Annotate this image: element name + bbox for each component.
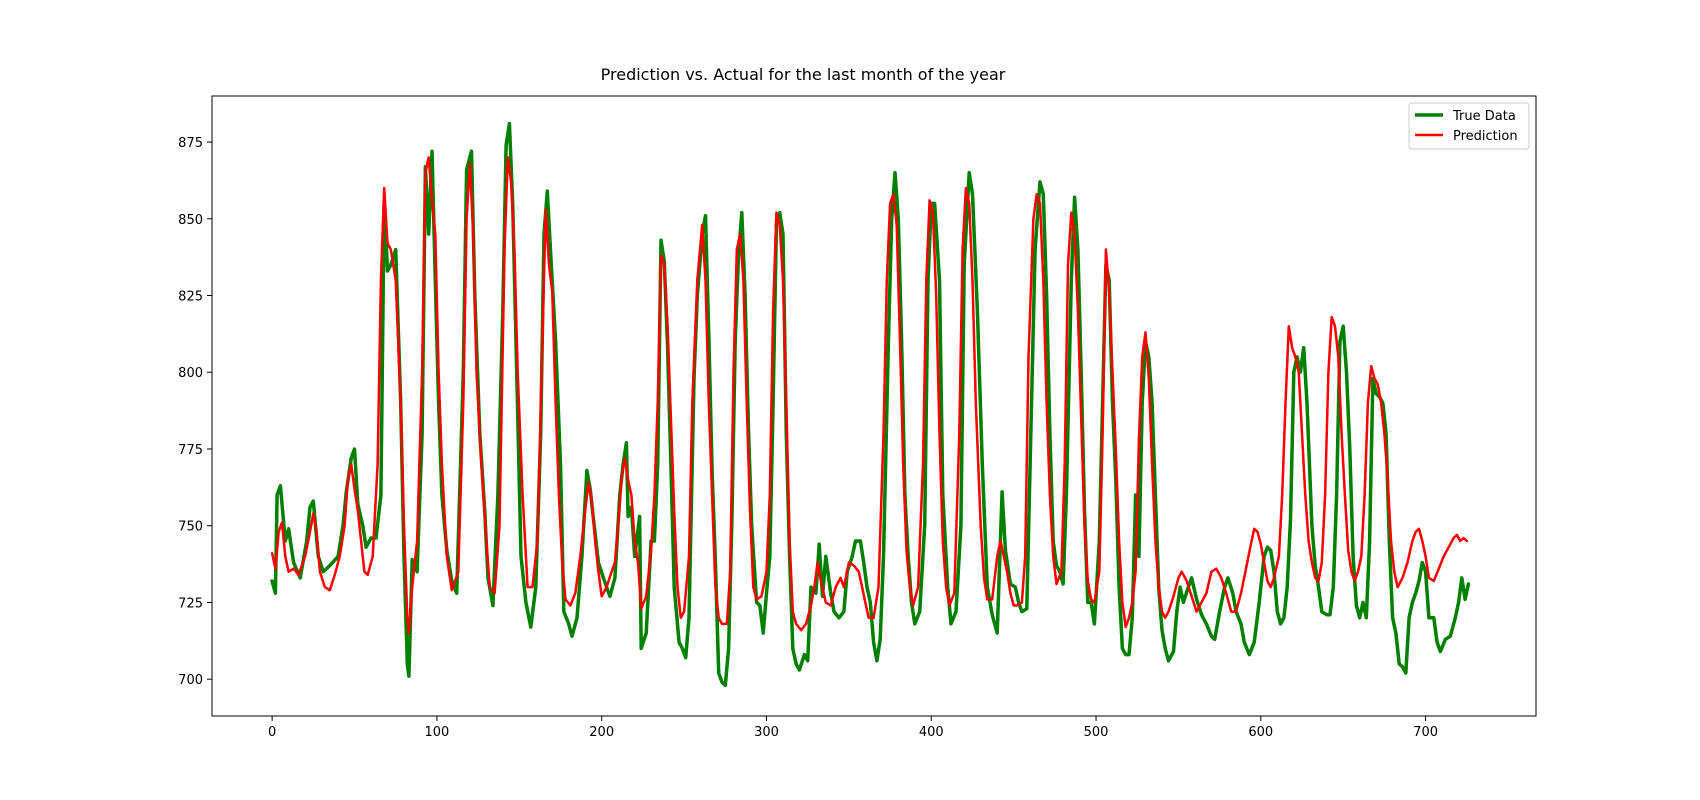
legend-label-prediction: Prediction: [1453, 129, 1518, 144]
legend: True Data Prediction: [1408, 102, 1530, 150]
legend-label-true-data: True Data: [1452, 109, 1516, 124]
x-tick-label: 100: [425, 725, 450, 740]
y-tick-label: 850: [178, 213, 203, 228]
series-line-prediction: [270, 156, 1469, 635]
x-axis: 0 100 200 300 400 500 600 700: [268, 716, 1438, 740]
x-tick-label: 500: [1084, 725, 1109, 740]
y-tick-label: 825: [178, 290, 203, 305]
plot-frame: [211, 95, 1537, 717]
x-tick-label: 700: [1413, 725, 1438, 740]
y-tick-label: 775: [178, 443, 203, 458]
y-tick-label: 750: [178, 520, 203, 535]
x-tick-label: 0: [268, 725, 276, 740]
x-tick-label: 600: [1248, 725, 1273, 740]
y-axis: 700 725 750 775 800 825 850 875: [178, 136, 212, 688]
y-tick-label: 800: [178, 366, 203, 381]
chart-title: Prediction vs. Actual for the last month…: [601, 65, 1006, 84]
series-layer: [270, 121, 1471, 688]
y-tick-label: 875: [178, 136, 203, 151]
x-tick-label: 400: [919, 725, 944, 740]
y-tick-label: 725: [178, 596, 203, 611]
x-tick-label: 200: [589, 725, 614, 740]
series-line-true-data: [270, 121, 1471, 688]
x-tick-label: 300: [754, 725, 779, 740]
y-tick-label: 700: [178, 673, 203, 688]
